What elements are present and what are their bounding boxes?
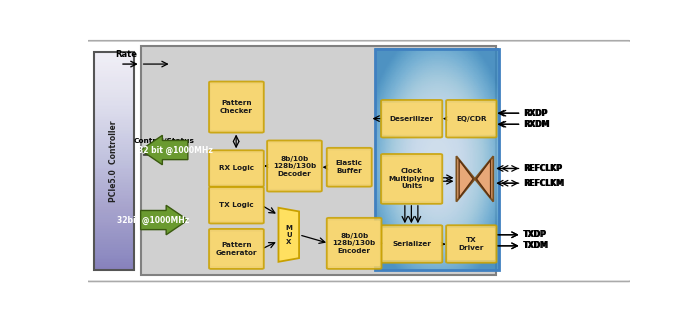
FancyBboxPatch shape xyxy=(448,103,495,135)
Text: 8b/10b
128b/130b
Encoder: 8b/10b 128b/130b Encoder xyxy=(332,233,376,254)
Text: RXDP: RXDP xyxy=(524,109,548,118)
FancyBboxPatch shape xyxy=(209,82,264,133)
Polygon shape xyxy=(279,208,299,262)
Text: TXDP: TXDP xyxy=(523,230,547,239)
FancyBboxPatch shape xyxy=(267,140,322,191)
FancyBboxPatch shape xyxy=(211,232,262,266)
Polygon shape xyxy=(141,205,188,235)
FancyBboxPatch shape xyxy=(446,100,496,137)
FancyBboxPatch shape xyxy=(209,187,264,224)
FancyBboxPatch shape xyxy=(383,228,441,260)
FancyBboxPatch shape xyxy=(211,190,262,221)
FancyBboxPatch shape xyxy=(211,84,262,130)
FancyBboxPatch shape xyxy=(86,41,631,281)
Text: PCIe5.0  Controller: PCIe5.0 Controller xyxy=(109,120,118,202)
Text: Clock
Multiplying
Units: Clock Multiplying Units xyxy=(389,168,435,189)
FancyBboxPatch shape xyxy=(446,225,496,263)
FancyBboxPatch shape xyxy=(211,153,262,184)
Text: TXDM: TXDM xyxy=(524,241,550,250)
FancyBboxPatch shape xyxy=(448,228,495,260)
Text: TXDM: TXDM xyxy=(523,241,549,250)
FancyBboxPatch shape xyxy=(327,148,372,187)
Text: M
U
X: M U X xyxy=(286,225,292,245)
Text: Serializer: Serializer xyxy=(392,241,431,247)
Text: Deserilizer: Deserilizer xyxy=(390,116,433,122)
Text: Control/Status: Control/Status xyxy=(134,138,195,144)
Text: 8b/10b
128b/130b
Decoder: 8b/10b 128b/130b Decoder xyxy=(273,155,316,176)
FancyBboxPatch shape xyxy=(381,100,442,137)
Text: Rate: Rate xyxy=(115,50,137,59)
Text: 32 bit @1000MHz: 32 bit @1000MHz xyxy=(138,145,213,155)
FancyBboxPatch shape xyxy=(328,151,370,184)
FancyBboxPatch shape xyxy=(209,229,264,269)
Text: REFCLKP: REFCLKP xyxy=(524,164,563,173)
Text: RXDM: RXDM xyxy=(523,120,549,129)
FancyBboxPatch shape xyxy=(209,150,264,187)
Text: REFCLKM: REFCLKM xyxy=(523,179,564,188)
FancyBboxPatch shape xyxy=(328,220,380,266)
FancyBboxPatch shape xyxy=(383,103,441,135)
FancyBboxPatch shape xyxy=(381,225,442,263)
Text: RXDP: RXDP xyxy=(523,109,547,118)
Text: TXDP: TXDP xyxy=(524,230,547,239)
Polygon shape xyxy=(141,135,188,165)
FancyBboxPatch shape xyxy=(141,46,496,275)
Text: Pattern
Checker: Pattern Checker xyxy=(220,100,253,114)
FancyBboxPatch shape xyxy=(383,157,441,201)
FancyBboxPatch shape xyxy=(327,218,382,269)
Polygon shape xyxy=(475,156,493,202)
Text: TX
Driver: TX Driver xyxy=(458,237,484,251)
Text: RXDM: RXDM xyxy=(524,120,550,129)
Text: Elastic
Buffer: Elastic Buffer xyxy=(336,160,363,174)
Text: TX Logic: TX Logic xyxy=(219,202,253,208)
Text: Pattern
Generator: Pattern Generator xyxy=(216,242,257,256)
Text: REFCLKP: REFCLKP xyxy=(523,164,561,173)
Text: REFCLKM: REFCLKM xyxy=(524,179,565,188)
Text: 32bit @1000MHz: 32bit @1000MHz xyxy=(118,215,190,225)
FancyBboxPatch shape xyxy=(269,143,320,189)
Text: RX Logic: RX Logic xyxy=(219,166,254,172)
FancyBboxPatch shape xyxy=(381,154,442,204)
Text: EQ/CDR: EQ/CDR xyxy=(456,116,486,122)
Polygon shape xyxy=(456,156,475,202)
